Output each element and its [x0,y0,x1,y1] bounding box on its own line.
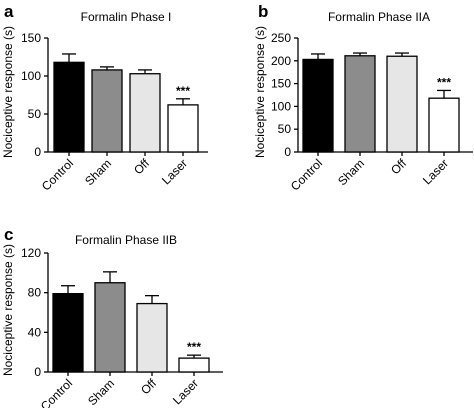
panel-b-bar-control [302,58,334,153]
panel-c-bar-laser [178,357,210,373]
panel-b-category-label-laser: Laser [420,156,451,187]
panel-b-category-label-off: Off [388,156,410,178]
panel-b-bar-off [386,55,418,153]
panel-a-bar-laser [167,104,199,153]
panel-b-y-tick-label-4: 200 [271,54,291,68]
panel-a-bar-control [53,61,85,153]
panel-c-y-tick-label-3: 120 [21,246,41,260]
panel-b-bar-sham [344,55,376,153]
panel-b-title: Formalin Phase IIA [328,10,430,24]
panel-c-category-label-off: Off [138,376,160,398]
panel-a-category-label-laser: Laser [159,156,190,187]
panel-a-letter: a [4,2,14,21]
panel-c-letter: c [4,225,13,244]
panel-a-y-axis-label: Nociceptive response (s) [1,26,15,158]
panel-a-y-tick-label-0: 0 [34,145,41,159]
panel-b-y-axis-label: Nociceptive response (s) [253,26,267,158]
panel-c-y-tick-label-0: 0 [34,365,41,379]
panel-b-category-label-control: Control [288,156,325,193]
panel-b-letter: b [258,2,268,21]
panel-a-significance-laser: *** [176,84,190,98]
panel-c-y-tick-label-1: 40 [28,325,42,339]
panel-a-bar-off [129,73,161,153]
panel-a-y-tick-label-2: 100 [21,69,41,83]
panel-c-category-label-laser: Laser [170,376,201,407]
panel-b-y-tick-label-1: 50 [278,122,292,136]
panel-c-significance-laser: *** [187,340,201,354]
panel-a-y-tick-label-3: 150 [21,31,41,45]
panel-a-y-tick-label-1: 50 [28,107,42,121]
panel-a-category-label-control: Control [39,156,76,193]
panel-b-y-tick-label-3: 150 [271,77,291,91]
panel-c-category-label-control: Control [38,376,75,408]
panel-c-bar-sham [94,282,126,373]
panel-b-bar-laser [428,97,460,153]
panel-a-title: Formalin Phase I [81,10,172,24]
panel-b-category-label-sham: Sham [335,156,367,188]
panel-a-category-label-sham: Sham [82,156,114,188]
panel-b-y-tick-label-0: 0 [284,145,291,159]
panel-c-y-tick-label-2: 80 [28,286,42,300]
panel-a-bar-sham [91,69,123,153]
panel-b-y-tick-label-2: 100 [271,99,291,113]
panel-c-title: Formalin Phase IIB [75,233,177,247]
panel-c-bar-off [136,302,168,373]
panel-b-y-tick-label-5: 250 [271,31,291,45]
panel-c-y-axis-label: Nociceptive response (s) [1,244,15,376]
panel-c-bar-control [52,293,84,373]
panel-a-category-label-off: Off [131,156,153,178]
panel-b-significance-laser: *** [437,75,451,89]
panel-c-category-label-sham: Sham [85,376,117,408]
